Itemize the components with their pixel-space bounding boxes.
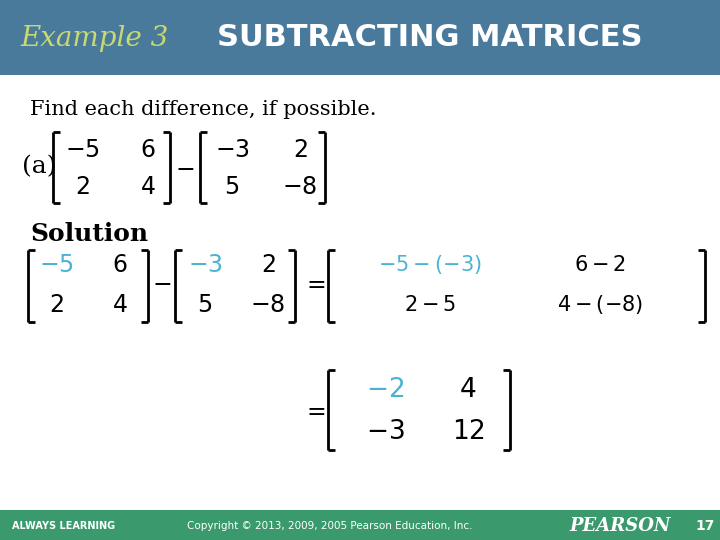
Text: 17: 17 <box>696 519 715 533</box>
Text: $-5$: $-5$ <box>65 138 99 162</box>
Text: $-8$: $-8$ <box>282 175 318 199</box>
Text: $-3$: $-3$ <box>187 253 222 277</box>
Text: (a): (a) <box>22 156 56 179</box>
Text: $6-2$: $6-2$ <box>574 255 626 275</box>
Text: PEARSON: PEARSON <box>570 517 671 535</box>
Text: Solution: Solution <box>30 222 148 246</box>
FancyBboxPatch shape <box>0 510 720 540</box>
Text: ALWAYS LEARNING: ALWAYS LEARNING <box>12 521 115 531</box>
Text: $4$: $4$ <box>140 175 156 199</box>
Text: $-2$: $-2$ <box>366 377 404 403</box>
Text: $2$: $2$ <box>75 175 89 199</box>
Text: $5$: $5$ <box>197 293 212 317</box>
FancyBboxPatch shape <box>0 0 720 75</box>
Text: $-8$: $-8$ <box>251 293 286 317</box>
Text: $-5$: $-5$ <box>39 253 73 277</box>
Text: $2$: $2$ <box>261 253 275 277</box>
Text: $4-(-8)$: $4-(-8)$ <box>557 294 643 316</box>
Text: $4$: $4$ <box>112 293 128 317</box>
Text: $-$: $-$ <box>176 156 194 180</box>
Text: $=$: $=$ <box>302 271 326 295</box>
Text: $2$: $2$ <box>49 293 63 317</box>
Text: $2$: $2$ <box>293 138 307 162</box>
Text: $2-5$: $2-5$ <box>404 295 456 315</box>
Text: $12$: $12$ <box>451 419 485 445</box>
Text: $-3$: $-3$ <box>366 419 405 445</box>
Text: Find each difference, if possible.: Find each difference, if possible. <box>30 100 377 119</box>
Text: $6$: $6$ <box>112 253 127 277</box>
Text: $=$: $=$ <box>302 398 326 422</box>
Text: Copyright © 2013, 2009, 2005 Pearson Education, Inc.: Copyright © 2013, 2009, 2005 Pearson Edu… <box>187 521 473 531</box>
Text: $-5-(-3)$: $-5-(-3)$ <box>378 253 482 276</box>
Text: Example 3: Example 3 <box>21 24 169 51</box>
Text: SUBTRACTING MATRICES: SUBTRACTING MATRICES <box>217 24 643 52</box>
Text: $-$: $-$ <box>153 271 171 295</box>
Text: $4$: $4$ <box>459 377 477 403</box>
Text: $-3$: $-3$ <box>215 138 249 162</box>
Text: $6$: $6$ <box>140 138 156 162</box>
Text: $5$: $5$ <box>225 175 240 199</box>
